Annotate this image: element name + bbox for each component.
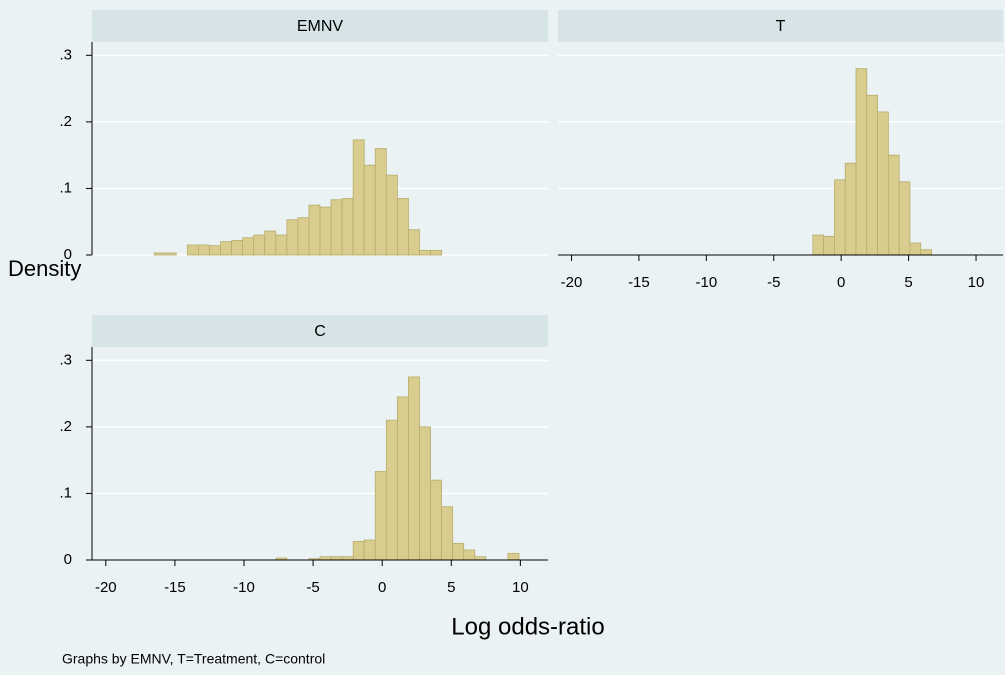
bar [308, 204, 321, 256]
y-tick-label: .2 [59, 418, 72, 435]
bar [898, 181, 911, 256]
bar [242, 237, 255, 256]
x-tick-label: -10 [695, 274, 717, 291]
bar [408, 376, 420, 561]
bar [352, 139, 365, 256]
bar [264, 230, 277, 256]
bar [186, 244, 199, 256]
bar [209, 245, 221, 256]
bar [430, 249, 442, 256]
bar [430, 479, 442, 561]
bar [855, 68, 868, 256]
bar [920, 249, 932, 256]
bar [463, 549, 476, 561]
bar [877, 111, 889, 256]
bar [834, 179, 846, 256]
bar [352, 540, 365, 561]
panel-header [92, 10, 548, 42]
bar [297, 217, 310, 256]
x-tick-label: -5 [306, 579, 319, 596]
note: Graphs by EMNV, T=Treatment, C=control [62, 651, 325, 667]
bar [275, 234, 288, 256]
x-tick-label: 0 [837, 274, 845, 291]
bar [844, 162, 857, 256]
bar [164, 252, 177, 256]
x-tick-label: 0 [378, 579, 386, 596]
bar [231, 239, 244, 256]
bar [319, 206, 332, 256]
y-tick-label: .1 [59, 179, 72, 196]
y-tick-label: 0 [64, 551, 72, 568]
bar [330, 199, 343, 256]
x-tick-label: 10 [512, 579, 529, 596]
x-tick-label: -15 [164, 579, 186, 596]
bar [866, 94, 878, 256]
bar [385, 419, 398, 561]
panel-title: T [776, 18, 786, 35]
bar [823, 235, 835, 256]
bar [909, 242, 922, 256]
bar [887, 154, 900, 256]
panel-header [92, 315, 548, 347]
x-tick-label: -20 [95, 579, 117, 596]
bar [441, 506, 454, 561]
y-axis-label: Density [8, 256, 81, 281]
y-tick-label: .3 [59, 351, 72, 368]
panel-title: EMNV [297, 18, 344, 35]
bar [812, 234, 825, 256]
y-tick-label: 0 [64, 246, 72, 263]
panel-header [558, 10, 1003, 42]
bar [419, 426, 431, 561]
bar [341, 198, 354, 256]
x-tick-label: 5 [447, 579, 455, 596]
y-tick-label: .3 [59, 46, 72, 63]
bar [452, 542, 465, 561]
x-tick-label: -15 [628, 274, 650, 291]
bar [385, 174, 398, 256]
x-tick-label: -10 [233, 579, 255, 596]
x-tick-label: -5 [767, 274, 780, 291]
x-tick-label: -20 [561, 274, 583, 291]
bar [374, 471, 387, 561]
bar [374, 148, 387, 256]
y-tick-label: .2 [59, 113, 72, 130]
panel-title: C [314, 323, 326, 340]
bar [396, 198, 409, 256]
bar [507, 552, 520, 561]
x-axis-label: Log odds-ratio [451, 613, 604, 640]
bar [197, 244, 210, 256]
bar [363, 539, 376, 561]
bar [408, 229, 420, 256]
bar [363, 164, 376, 256]
x-tick-label: 5 [904, 274, 912, 291]
bar [419, 249, 431, 256]
bar [220, 241, 232, 256]
bar [286, 219, 299, 256]
y-tick-label: .1 [59, 484, 72, 501]
x-tick-label: 10 [968, 274, 985, 291]
bar [396, 396, 409, 561]
bar [153, 252, 166, 256]
bar [253, 234, 266, 256]
